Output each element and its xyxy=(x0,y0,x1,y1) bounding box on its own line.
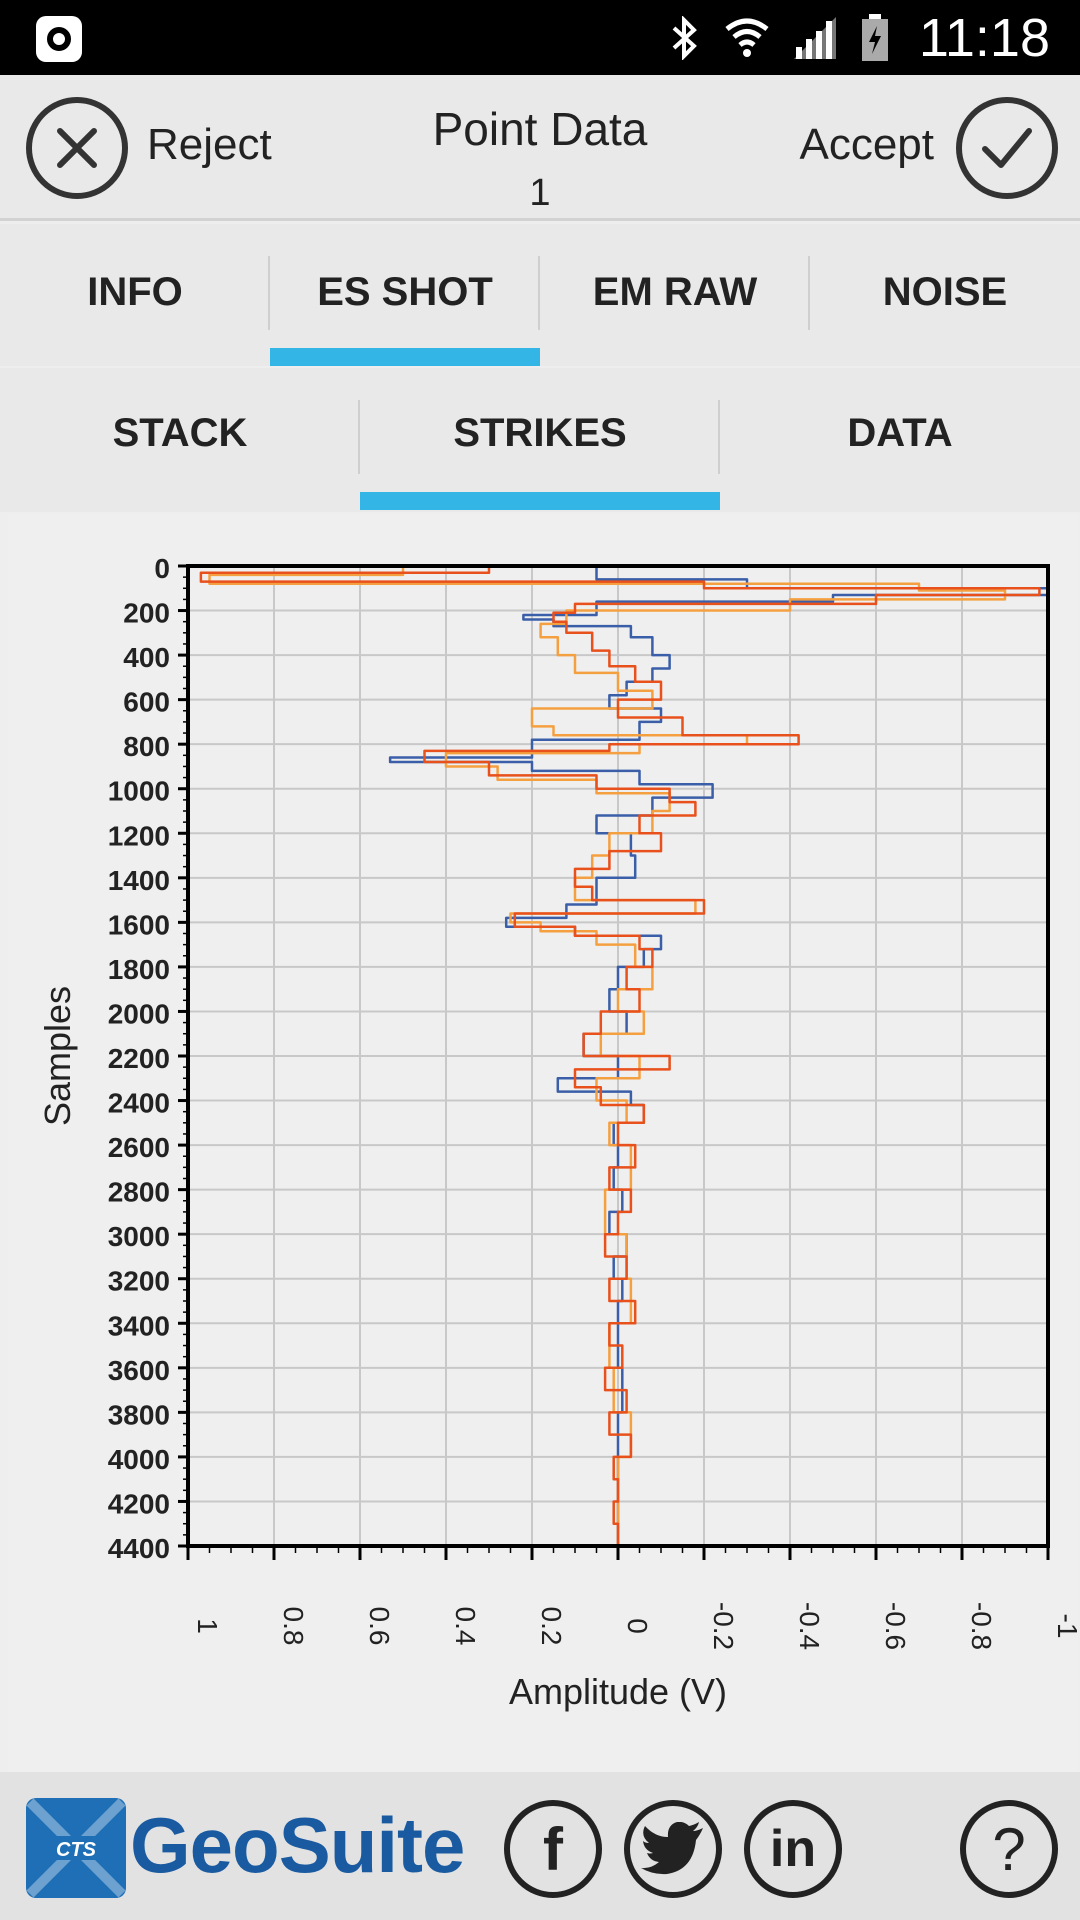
series-line xyxy=(199,564,1041,1546)
tab-data[interactable]: DATA xyxy=(720,368,1080,512)
active-tab-indicator xyxy=(270,348,540,366)
y-tick-label: 600 xyxy=(123,687,170,718)
cts-logo-mark: CTS xyxy=(26,1798,126,1898)
y-tick-label: 4200 xyxy=(108,1488,170,1519)
header-bar: Reject Point Data 1 Accept xyxy=(0,75,1080,221)
chart-series xyxy=(199,564,1050,1546)
help-icon: ? xyxy=(992,1815,1026,1883)
status-bar: 11:18 xyxy=(0,0,1080,75)
x-tick-label: 0.2 xyxy=(536,1607,567,1646)
tab-label: STACK xyxy=(112,410,248,455)
twitter-button[interactable] xyxy=(624,1800,722,1898)
y-tick-label: 400 xyxy=(123,642,170,673)
page-title: Point Data xyxy=(432,103,648,155)
twitter-icon xyxy=(641,1822,703,1875)
x-tick-label: 0.6 xyxy=(364,1607,395,1646)
x-tick-label: 0 xyxy=(622,1618,653,1634)
y-tick-label: 0 xyxy=(154,553,170,584)
tab-label: EM RAW xyxy=(592,269,758,314)
x-tick-label: -0.8 xyxy=(966,1602,997,1650)
y-tick-label: 4000 xyxy=(108,1444,170,1475)
y-tick-label: 3400 xyxy=(108,1310,170,1341)
status-icons xyxy=(668,12,890,64)
y-tick-label: 1800 xyxy=(108,954,170,985)
strikes-chart[interactable]: 0 200 400 600 800 1000 1200 1400 1600 1800 2000 220… xyxy=(8,514,1080,1772)
tab-label: DATA xyxy=(847,410,953,455)
x-tick-label: -0.6 xyxy=(880,1602,911,1650)
x-axis-label: Amplitude (V) xyxy=(509,1671,727,1712)
y-axis-label: Samples xyxy=(37,986,78,1126)
signal-icon xyxy=(794,17,836,59)
footer-bar: CTS GeoSuite f in ? xyxy=(0,1772,1080,1920)
y-tick-label: 1200 xyxy=(108,820,170,851)
tab-label: STRIKES xyxy=(453,410,627,455)
y-tick-label: 1000 xyxy=(108,776,170,807)
help-button[interactable]: ? xyxy=(960,1800,1058,1898)
y-tick-label: 800 xyxy=(123,731,170,762)
tab-info[interactable]: INFO xyxy=(0,224,270,366)
primary-tabs: INFO ES SHOT EM RAW NOISE xyxy=(0,224,1080,366)
y-tick-label: 3200 xyxy=(108,1266,170,1297)
accept-label[interactable]: Accept xyxy=(799,120,934,169)
linkedin-icon: in xyxy=(769,1820,817,1878)
accept-button[interactable] xyxy=(956,97,1058,199)
y-tick-label: 1600 xyxy=(108,909,170,940)
app-icon xyxy=(36,16,82,62)
secondary-tabs: STACK STRIKES DATA xyxy=(0,368,1080,512)
geosuite-logo-text: GeoSuite xyxy=(130,1801,465,1889)
battery-icon xyxy=(862,14,888,61)
wifi-icon xyxy=(725,18,769,57)
facebook-icon: f xyxy=(543,1815,563,1883)
x-tick-label: -0.2 xyxy=(708,1602,739,1650)
y-tick-label: 2400 xyxy=(108,1088,170,1119)
active-tab-indicator xyxy=(360,492,720,510)
y-tick-label: 3000 xyxy=(108,1221,170,1252)
status-time: 11:18 xyxy=(918,8,1050,68)
x-tick-label: 1 xyxy=(192,1618,223,1634)
x-tick-label: 0.8 xyxy=(278,1607,309,1646)
linkedin-button[interactable]: in xyxy=(744,1800,842,1898)
tab-noise[interactable]: NOISE xyxy=(810,224,1080,366)
y-tick-label: 2600 xyxy=(108,1132,170,1163)
y-tick-label: 3600 xyxy=(108,1355,170,1386)
logo-mark-text: CTS xyxy=(56,1839,97,1861)
tab-em-raw[interactable]: EM RAW xyxy=(540,224,810,366)
y-tick-label: 200 xyxy=(123,598,170,629)
chart-panel[interactable]: 0 200 400 600 800 1000 1200 1400 1600 1800 2000 220… xyxy=(8,514,1080,1772)
x-tick-label: -0.4 xyxy=(794,1602,825,1650)
x-tick-label: -1 xyxy=(1052,1614,1078,1639)
tab-es-shot[interactable]: ES SHOT xyxy=(270,224,540,366)
tab-label: NOISE xyxy=(882,269,1008,314)
x-axis-ticks: 1 0.8 0.6 0.4 0.2 0 -0.2 -0.4 -0.6 -0.8 -1 xyxy=(186,1546,1080,1650)
y-tick-label: 2200 xyxy=(108,1043,170,1074)
y-axis-ticks: 0 200 400 600 800 1000 1200 1400 1600 1800 2000 220… xyxy=(108,553,188,1564)
tab-stack[interactable]: STACK xyxy=(0,368,360,512)
y-tick-label: 2000 xyxy=(108,998,170,1029)
close-icon xyxy=(57,128,97,168)
point-number: 1 xyxy=(529,172,551,214)
y-tick-label: 3800 xyxy=(108,1399,170,1430)
y-tick-label: 2800 xyxy=(108,1177,170,1208)
cts-logo[interactable]: CTS xyxy=(26,1798,126,1898)
reject-label[interactable]: Reject xyxy=(147,120,272,169)
bluetooth-icon xyxy=(672,16,697,60)
x-tick-label: 0.4 xyxy=(450,1607,481,1646)
reject-button[interactable] xyxy=(26,97,128,199)
tab-strikes[interactable]: STRIKES xyxy=(360,368,720,512)
tab-label: ES SHOT xyxy=(317,269,493,314)
y-tick-label: 4400 xyxy=(108,1533,170,1564)
y-tick-label: 1400 xyxy=(108,865,170,896)
tab-label: INFO xyxy=(87,269,183,314)
facebook-button[interactable]: f xyxy=(504,1800,602,1898)
checkmark-icon xyxy=(982,128,1032,168)
